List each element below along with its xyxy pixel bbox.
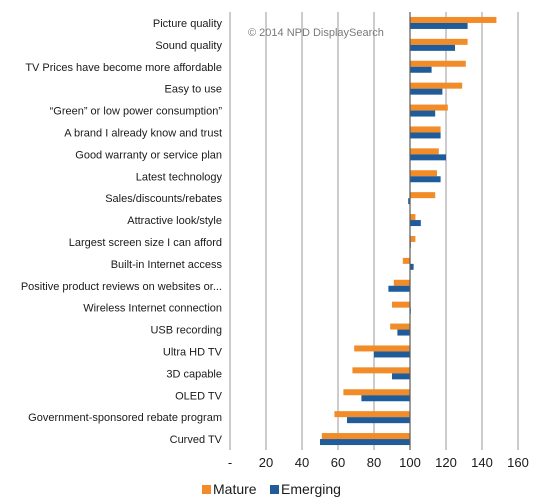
bar-mature (334, 411, 410, 418)
bar-mature (390, 323, 410, 330)
x-tick-label: 40 (295, 455, 309, 470)
bar-emerging (410, 22, 468, 29)
grid-lines (229, 12, 519, 450)
x-tick-label: 140 (471, 455, 493, 470)
x-tick-label: - (228, 455, 232, 470)
bar-mature (410, 214, 416, 221)
legend: Mature Emerging (202, 481, 341, 497)
category-labels: Picture quality Sound quality TV Prices ha… (21, 18, 223, 446)
bar-emerging (361, 395, 410, 402)
bar-mature (410, 170, 437, 177)
category-label: Picture quality (153, 18, 223, 30)
copyright-annotation: © 2014 NPD DisplaySearch (248, 27, 384, 39)
category-label: Curved TV (170, 434, 223, 446)
category-label: USB recording (150, 325, 222, 337)
legend-label-mature: Mature (213, 481, 257, 497)
bar-mature (392, 301, 410, 308)
bar-mature (410, 38, 468, 45)
category-label: TV Prices have become more affordable (25, 62, 222, 74)
bar-emerging (410, 132, 441, 139)
bar-emerging (397, 329, 410, 336)
bar-mature (393, 279, 410, 286)
bar-mature (410, 126, 441, 133)
bar-emerging (410, 220, 421, 227)
x-tick-label: 60 (331, 455, 345, 470)
bar-mature (410, 82, 463, 89)
category-label: Wireless Internet connection (83, 303, 222, 315)
bar-mature (352, 367, 410, 374)
category-label: “Green” or low power consumption” (50, 106, 223, 118)
bar-emerging (320, 439, 410, 446)
bar-mature (410, 104, 448, 111)
bars (320, 16, 497, 446)
category-label: Largest screen size I can afford (69, 237, 222, 249)
category-label: Positive product reviews on websites or.… (21, 281, 222, 293)
bar-mature (410, 16, 497, 23)
legend-swatch-emerging (270, 485, 279, 494)
x-tick-label: 160 (507, 455, 529, 470)
bar-emerging (410, 176, 441, 183)
x-tick-label: 120 (435, 455, 457, 470)
category-label: Built-in Internet access (111, 259, 223, 271)
bar-mature (410, 60, 466, 67)
x-tick-labels: - 20 40 60 80 100 120 140 160 (228, 455, 529, 470)
bar-emerging (410, 110, 436, 117)
category-label: Sales/discounts/rebates (105, 193, 222, 205)
category-label: Government-sponsored rebate program (28, 412, 222, 424)
x-tick-label: 20 (259, 455, 273, 470)
bar-mature (410, 148, 439, 155)
category-label: Easy to use (165, 84, 222, 96)
bar-mature (410, 192, 436, 199)
bar-emerging (374, 351, 410, 358)
bar-emerging (410, 263, 414, 270)
category-label: A brand I already know and trust (64, 127, 222, 139)
bar-emerging (410, 66, 432, 73)
bar-emerging (392, 373, 410, 380)
bar-emerging (410, 88, 443, 95)
bar-mature (402, 257, 410, 264)
bar-emerging (410, 154, 446, 161)
bar-emerging (347, 417, 410, 424)
category-label: OLED TV (175, 390, 223, 402)
bar-emerging (408, 198, 410, 205)
category-label: Good warranty or service plan (75, 149, 222, 161)
legend-swatch-mature (202, 485, 211, 494)
category-label: Sound quality (155, 40, 222, 52)
bar-emerging (410, 44, 455, 51)
bar-mature (354, 345, 410, 352)
category-label: Latest technology (136, 171, 223, 183)
bar-mature (343, 389, 410, 396)
category-label: 3D capable (166, 368, 222, 380)
category-label: Ultra HD TV (163, 346, 223, 358)
bar-mature (321, 433, 410, 440)
category-label: Attractive look/style (127, 215, 222, 227)
bar-emerging (388, 285, 410, 292)
bar-mature (410, 235, 416, 242)
x-tick-label: 100 (399, 455, 421, 470)
legend-label-emerging: Emerging (281, 481, 341, 497)
x-tick-label: 80 (367, 455, 381, 470)
